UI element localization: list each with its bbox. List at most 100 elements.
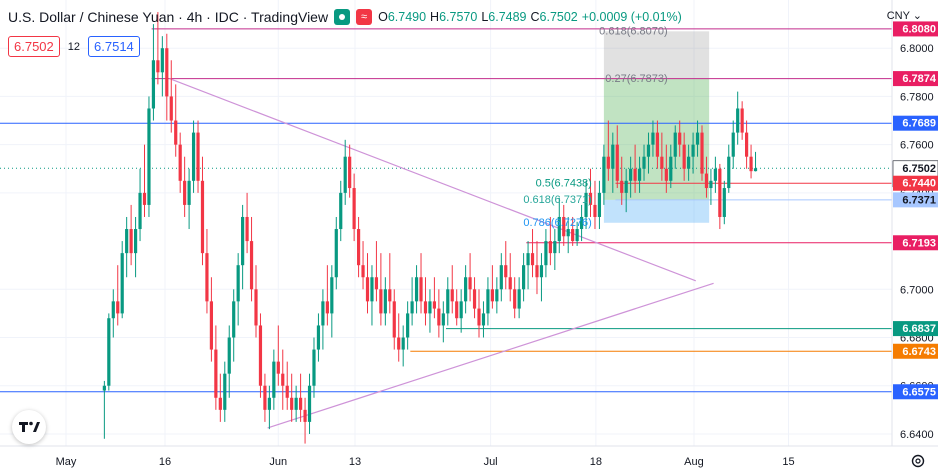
candle-body [709, 180, 713, 189]
fib-level-label: 0.5(6.7438) [536, 178, 592, 190]
price-label-text: 6.7193 [902, 237, 936, 249]
currency-selector[interactable]: CNY ⌄ [887, 9, 922, 22]
candle-body [468, 277, 472, 290]
candle-body [753, 168, 758, 172]
wave-icon[interactable]: ≈ [356, 9, 373, 25]
fib-level-label: 0.618(6.8070) [599, 25, 668, 37]
candle-body [423, 301, 428, 314]
candle-body [388, 289, 392, 302]
symbol-title[interactable]: U.S. Dollar / Chinese Yuan · 4h · IDC · … [8, 9, 329, 25]
candle-body [687, 156, 691, 169]
high-value: 6.7570 [439, 10, 478, 24]
candle-body [343, 156, 347, 193]
candle-body [450, 289, 454, 302]
candle-body [722, 188, 726, 217]
candle-body [316, 325, 321, 350]
candle-body [245, 216, 249, 242]
price-label-box [893, 21, 938, 37]
ask-price[interactable]: 6.7514 [88, 36, 140, 57]
candle-body [490, 289, 494, 302]
high-key: H [430, 10, 440, 24]
fib-zone [603, 199, 710, 223]
candle-body [218, 397, 222, 410]
candle-body [165, 48, 169, 97]
candle-body [606, 156, 610, 169]
candle-body [535, 265, 539, 278]
x-tick-label: Jul [484, 456, 498, 468]
y-tick-label: 6.7000 [900, 284, 934, 296]
candle-body [740, 108, 744, 133]
candle-body [178, 144, 182, 181]
candle-body [414, 277, 419, 302]
gear-icon[interactable] [911, 454, 925, 468]
candle-body [321, 301, 325, 326]
x-tick-label: 15 [782, 456, 794, 468]
candle-body [307, 385, 312, 422]
candle-body [432, 301, 437, 309]
candle-body [655, 132, 660, 157]
candle-body [579, 216, 584, 230]
candle-body [151, 60, 156, 109]
candle-body [142, 192, 147, 205]
candle-body [397, 337, 401, 350]
candle-body [236, 265, 240, 302]
candle-body [455, 301, 459, 319]
fib-level-label: 0.618(6.7371) [523, 194, 592, 206]
candle-body [459, 301, 463, 319]
candle-body [258, 325, 263, 386]
candle-body [401, 337, 405, 350]
candle-body [133, 229, 138, 254]
candle-body [526, 253, 530, 266]
price-label-box [893, 321, 938, 337]
candle-body [330, 277, 334, 314]
x-tick-label: 18 [590, 456, 602, 468]
ohlc-values: O6.7490 H6.7570 L6.7489 C6.7502 +0.0009 … [378, 10, 682, 24]
candle-body [704, 173, 709, 189]
candle-body [227, 337, 231, 374]
candle-body [575, 229, 579, 242]
bid-ask-bar: 6.7502 12 6.7514 [8, 36, 140, 57]
candle-body [664, 168, 668, 181]
candle-body [183, 180, 187, 205]
candle-body [263, 385, 267, 410]
candle-body [312, 349, 316, 386]
candle-body [272, 361, 276, 398]
candle-body [370, 277, 374, 302]
candle-body [129, 229, 133, 254]
y-tick-label: 6.7800 [900, 91, 934, 103]
tradingview-logo-icon[interactable] [12, 410, 46, 444]
candle-body [116, 301, 120, 314]
candle-body [156, 60, 160, 73]
candle-body [102, 385, 106, 391]
price-label-box [893, 115, 938, 131]
candle-body [544, 241, 548, 266]
candle-body [281, 373, 285, 386]
candle-body [620, 180, 624, 193]
price-label-box [893, 235, 938, 251]
market-status-icon[interactable] [334, 9, 351, 25]
price-label-text: 6.7502 [902, 163, 936, 175]
candle-body [267, 397, 271, 410]
candle-body [624, 180, 628, 193]
candle-body [504, 265, 508, 278]
candle-body [584, 192, 588, 217]
candle-body [383, 289, 387, 314]
price-label-box [893, 384, 938, 400]
close-value: 6.7502 [539, 10, 578, 24]
candle-body [406, 313, 410, 338]
candle-body [334, 229, 338, 278]
candle-body [629, 168, 633, 181]
candle-body [249, 241, 254, 290]
candle-body [392, 301, 396, 338]
candle-body [562, 216, 566, 237]
candle-body [588, 192, 593, 205]
candle-body [695, 132, 700, 145]
candle-body [727, 156, 731, 189]
candle-body [718, 168, 722, 217]
y-tick-label: 6.8000 [900, 43, 934, 55]
bid-price[interactable]: 6.7502 [8, 36, 60, 57]
candle-body [205, 253, 209, 302]
candle-body [241, 216, 245, 266]
y-tick-label: 6.7600 [900, 140, 934, 152]
